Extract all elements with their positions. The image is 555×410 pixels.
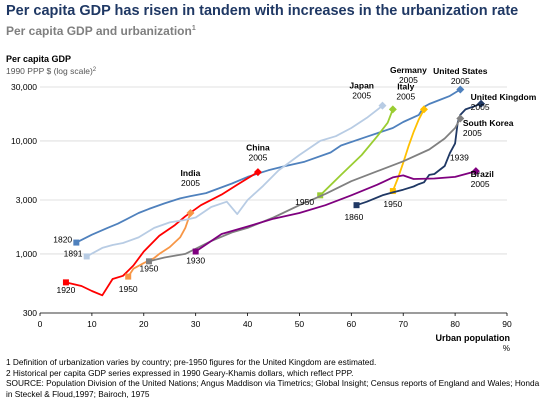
- series-line-china: [65, 171, 259, 297]
- annotation-label: Japan: [349, 81, 374, 91]
- annotation-label: 1820: [53, 235, 72, 245]
- x-tick-label: 50: [295, 319, 305, 329]
- annotation-label: United Kingdom: [471, 92, 537, 102]
- y-tick-label: 3,000: [16, 195, 38, 205]
- y-tick-label: 300: [23, 308, 37, 318]
- x-tick-label: 40: [243, 319, 253, 329]
- annotation-label: Italy: [397, 82, 414, 92]
- x-tick-label: 0: [38, 319, 43, 329]
- x-tick-label: 30: [191, 319, 201, 329]
- footnote-2: 2 Historical per capita GDP series expre…: [6, 367, 354, 378]
- subtitle-text: Per capita GDP and urbanization: [6, 24, 192, 38]
- series-end-marker-united-kingdom: [477, 99, 486, 108]
- annotation-label: 2005: [463, 128, 482, 138]
- footnote-1: 1 Definition of urbanization varies by c…: [6, 357, 377, 367]
- annotation-label: 1930: [186, 256, 205, 266]
- y-axis-subtitle-footnote-marker: 2: [93, 67, 97, 73]
- annotation-label: 2005: [471, 102, 490, 112]
- x-axis-title: Urban population: [436, 333, 511, 343]
- series-line-italy: [319, 109, 394, 196]
- annotation-label: 1950: [119, 284, 138, 294]
- annotation-label: 1939: [450, 153, 469, 163]
- chart-title: Per capita GDP has risen in tandem with …: [6, 3, 519, 19]
- x-tick-label: 90: [502, 319, 512, 329]
- x-tick-label: 60: [347, 319, 357, 329]
- annotation-label: 2005: [248, 153, 267, 163]
- annotation-label: 2005: [471, 179, 490, 189]
- series-start-marker-china: [62, 279, 69, 286]
- series-start-marker-germany: [389, 188, 396, 195]
- chart-footer: 1 Definition of urbanization varies by c…: [6, 357, 546, 399]
- x-tick-label: 20: [139, 319, 149, 329]
- series-start-marker-united-kingdom: [353, 202, 360, 209]
- y-tick-label: 1,000: [16, 249, 38, 259]
- series-start-marker-united-states: [73, 239, 80, 246]
- annotation-label: India: [181, 168, 201, 178]
- annotation-label: 1860: [344, 212, 363, 222]
- source-note: SOURCE: Population Division of the Unite…: [6, 378, 540, 399]
- y-tick-label: 10,000: [11, 136, 37, 146]
- series-line-south-korea: [148, 118, 462, 263]
- series-end-marker-south-korea: [456, 114, 465, 123]
- series-end-marker-india: [186, 209, 195, 218]
- y-axis-subtitle: 1990 PPP $ (log scale)2: [6, 66, 97, 76]
- annotation-label: 2005: [352, 91, 371, 101]
- annotation-label: 2005: [399, 75, 418, 85]
- series-line-japan: [86, 104, 384, 258]
- series-line-india: [127, 212, 192, 278]
- x-tick-label: 10: [87, 319, 97, 329]
- series-end-marker-japan: [378, 101, 387, 110]
- series-start-marker-japan: [83, 253, 90, 260]
- annotation-label: China: [246, 143, 270, 153]
- series-end-marker-germany: [419, 105, 428, 114]
- series-line-brazil: [195, 170, 477, 253]
- annotation-label: 1950: [383, 199, 402, 209]
- series-line-germany: [391, 108, 425, 192]
- annotation-label: United States: [433, 66, 488, 76]
- annotation-label: 2005: [181, 178, 200, 188]
- series-end-marker-united-states: [456, 85, 465, 94]
- y-tick-label: 30,000: [11, 82, 37, 92]
- annotation-label: 1950: [295, 197, 314, 207]
- series-start-marker-south-korea: [145, 258, 152, 265]
- series-end-marker-china: [253, 168, 262, 177]
- x-tick-label: 70: [398, 319, 408, 329]
- annotation-label: 2005: [451, 76, 470, 86]
- series-start-marker-india: [125, 273, 132, 280]
- x-tick-label: 80: [450, 319, 460, 329]
- series-end-marker-italy: [388, 105, 397, 114]
- annotation-label: 1920: [56, 285, 75, 295]
- series-end-marker-brazil: [471, 167, 480, 176]
- x-axis-unit: %: [503, 344, 510, 353]
- chart-subtitle: Per capita GDP and urbanization1: [6, 24, 196, 38]
- annotation-label: Brazil: [471, 169, 494, 179]
- annotation-label: Germany: [390, 65, 427, 75]
- annotation-label: 2005: [396, 92, 415, 102]
- series-start-marker-brazil: [192, 248, 199, 255]
- annotation-label: 1950: [140, 263, 159, 273]
- subtitle-footnote-marker: 1: [191, 25, 196, 32]
- annotation-label: South Korea: [463, 118, 514, 128]
- y-axis-title: Per capita GDP: [6, 54, 71, 64]
- annotation-label: 1891: [64, 248, 83, 258]
